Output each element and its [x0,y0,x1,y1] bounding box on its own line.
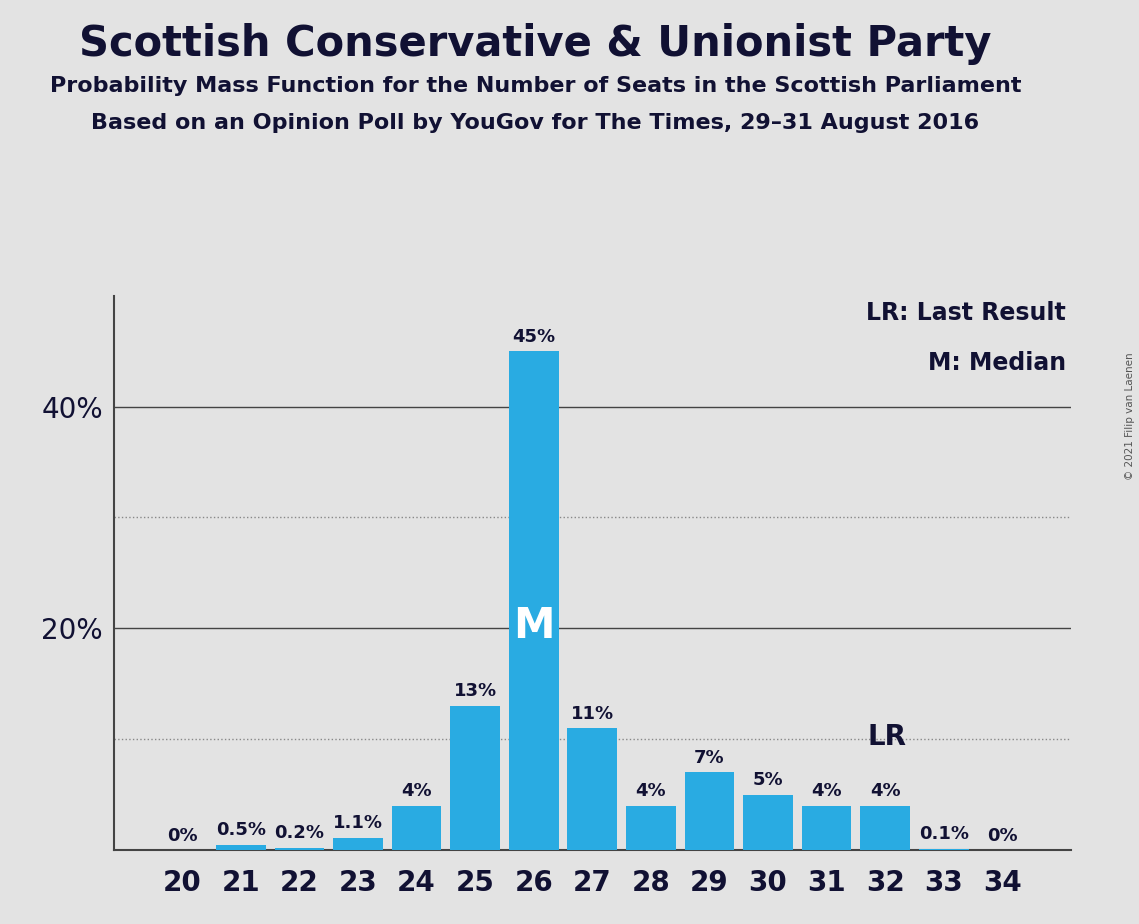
Text: 13%: 13% [453,683,497,700]
Text: 7%: 7% [694,749,724,767]
Text: 1.1%: 1.1% [333,814,383,833]
Bar [333,838,383,850]
Text: 4%: 4% [636,783,666,800]
Text: LR: Last Result: LR: Last Result [866,301,1066,325]
Text: 0.2%: 0.2% [274,824,325,843]
Text: 0.1%: 0.1% [919,825,968,844]
Text: Based on an Opinion Poll by YouGov for The Times, 29–31 August 2016: Based on an Opinion Poll by YouGov for T… [91,113,980,133]
Text: 45%: 45% [513,328,556,346]
Text: M: Median: M: Median [928,351,1066,375]
Text: 4%: 4% [811,783,842,800]
Bar [743,795,793,850]
Bar [802,806,852,850]
Bar [216,845,265,850]
Bar [274,848,325,850]
Text: © 2021 Filip van Laenen: © 2021 Filip van Laenen [1125,352,1134,480]
Bar [567,728,617,850]
Text: Probability Mass Function for the Number of Seats in the Scottish Parliament: Probability Mass Function for the Number… [50,76,1021,96]
Text: 4%: 4% [870,783,901,800]
Bar [626,806,675,850]
Text: 0%: 0% [167,827,197,845]
Text: Scottish Conservative & Unionist Party: Scottish Conservative & Unionist Party [79,23,992,65]
Text: 11%: 11% [571,705,614,723]
Bar [860,806,910,850]
Text: LR: LR [868,723,907,751]
Text: 0%: 0% [988,827,1017,845]
Text: 0.5%: 0.5% [216,821,265,839]
Text: M: M [513,604,555,647]
Bar [919,849,968,850]
Bar [685,772,735,850]
Bar [392,806,442,850]
Text: 4%: 4% [401,783,432,800]
Bar [450,706,500,850]
Text: 5%: 5% [753,772,784,789]
Bar [509,351,558,850]
